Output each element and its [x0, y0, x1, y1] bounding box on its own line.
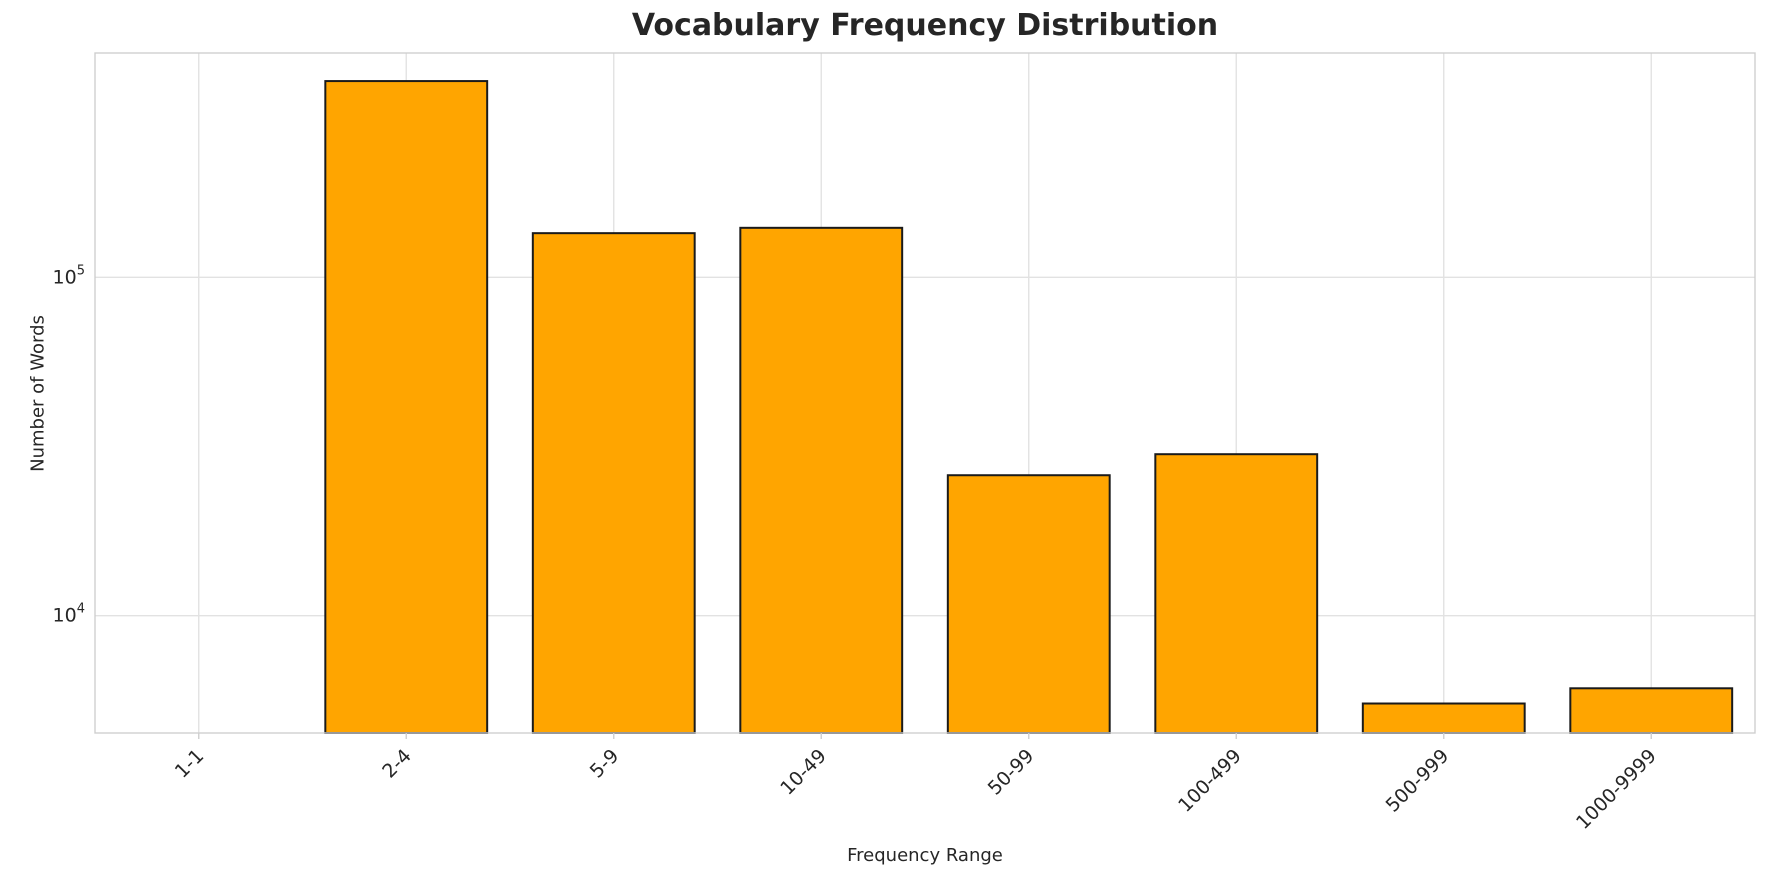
plot-border: [94, 52, 1756, 734]
y-axis-label: Number of Words: [27, 315, 49, 472]
x-tick-label: 1000-9999: [1572, 745, 1661, 834]
x-axis-label: Frequency Range: [847, 845, 1003, 866]
bar: [739, 226, 904, 735]
y-tick-label: 105: [53, 263, 85, 288]
bar: [946, 474, 1111, 734]
bar: [531, 232, 696, 735]
chart-title: Vocabulary Frequency Distribution: [631, 8, 1219, 43]
x-tick-label: 500-999: [1382, 745, 1454, 817]
y-tick-label: 104: [53, 602, 85, 627]
x-tick-label: 1-1: [171, 745, 209, 783]
x-tick-label: 5-9: [586, 745, 624, 783]
x-tick-label: 2-4: [378, 745, 416, 783]
bar: [1154, 453, 1319, 734]
bar: [1569, 687, 1734, 734]
bar: [324, 80, 489, 735]
x-tick-label: 50-99: [984, 745, 1039, 800]
bar: [1361, 702, 1526, 735]
x-tick-label: 100-499: [1174, 745, 1246, 817]
x-tick-label: 10-49: [776, 745, 831, 800]
